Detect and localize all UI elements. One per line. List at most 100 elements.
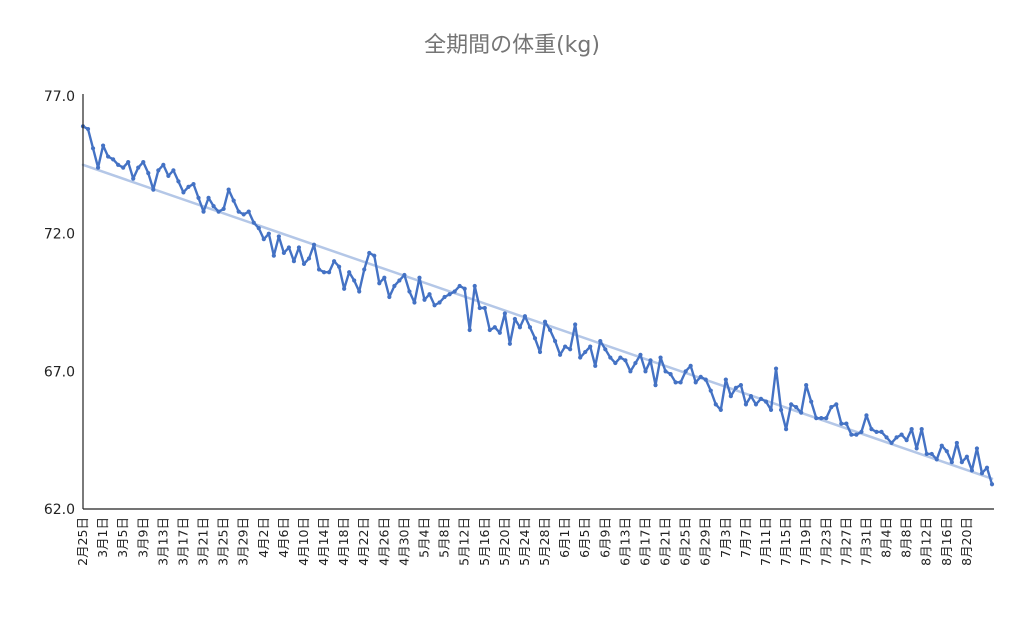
data-point	[753, 402, 759, 407]
data-point	[492, 325, 497, 330]
data-point	[914, 446, 919, 451]
data-point	[763, 399, 769, 404]
data-point	[121, 165, 126, 170]
data-point	[558, 352, 563, 357]
data-point	[126, 159, 131, 165]
data-point	[326, 270, 332, 275]
x-tick-label-37: 7月23日	[818, 517, 833, 566]
data-point	[502, 311, 507, 316]
data-point	[718, 407, 723, 412]
data-point	[563, 344, 568, 349]
data-point	[628, 369, 633, 374]
data-point	[352, 278, 357, 283]
x-tick-label-5: 3月17日	[175, 517, 190, 566]
data-point	[437, 300, 442, 305]
data-point	[452, 289, 457, 294]
x-tick-label-34: 7月11日	[758, 517, 773, 566]
data-point	[271, 253, 276, 258]
data-point	[547, 327, 553, 333]
data-point	[231, 198, 236, 203]
data-point	[839, 421, 844, 426]
data-point	[387, 294, 392, 300]
x-tick-label-2: 3月5日	[115, 517, 130, 558]
data-point	[407, 289, 412, 294]
data-point	[306, 256, 312, 261]
x-tick-label-13: 4月18日	[336, 517, 351, 566]
data-point	[603, 347, 608, 352]
data-point	[794, 405, 799, 410]
data-point	[673, 380, 678, 385]
x-tick-label-36: 7月19日	[798, 517, 813, 566]
data-point	[748, 394, 754, 399]
x-tick-label-9: 4月2日	[256, 517, 271, 558]
x-tick-label-18: 5月8日	[437, 517, 452, 558]
x-tick-label-42: 8月12日	[919, 517, 934, 566]
x-tick-label-44: 8月20日	[959, 517, 974, 566]
data-point	[146, 170, 151, 176]
data-point	[131, 176, 136, 181]
x-axis-tick-labels: 2月25日 3月1日 3月5日 3月9日 3月13日 3月17日 3月21日 3月25日 3月2…	[75, 517, 974, 566]
data-point	[447, 292, 452, 297]
data-point	[613, 360, 618, 366]
data-point	[864, 413, 869, 418]
y-tick-label-1: 67.0	[44, 364, 75, 380]
data-point	[984, 465, 990, 470]
data-point	[663, 369, 668, 374]
data-point	[904, 438, 909, 443]
data-point	[246, 209, 251, 214]
data-point	[527, 325, 533, 330]
data-point	[588, 344, 593, 349]
data-point	[382, 275, 387, 280]
data-point	[95, 165, 101, 170]
x-tick-label-43: 8月16日	[939, 517, 954, 566]
data-point	[578, 355, 583, 360]
data-point	[698, 374, 703, 379]
data-point	[256, 226, 261, 231]
data-point	[854, 432, 859, 437]
data-point	[979, 471, 985, 476]
x-tick-label-28: 6月17日	[637, 517, 652, 566]
data-point	[367, 250, 372, 256]
data-point	[859, 429, 864, 435]
y-axis-tick-labels: 62.0 67.0 72.0 77.0	[44, 89, 75, 518]
data-point	[552, 338, 558, 344]
data-point	[156, 168, 161, 173]
data-point	[497, 330, 502, 335]
data-point	[196, 195, 201, 200]
data-point	[111, 157, 116, 162]
data-point	[512, 316, 518, 322]
data-point	[929, 451, 934, 457]
data-point	[568, 347, 573, 352]
data-point	[166, 173, 171, 178]
data-point	[959, 460, 964, 465]
data-point	[804, 383, 809, 388]
data-point	[397, 278, 402, 283]
data-point	[462, 286, 467, 291]
data-point	[924, 451, 929, 457]
trendline	[81, 163, 994, 480]
data-point	[738, 383, 744, 388]
data-point	[467, 327, 472, 333]
data-point	[347, 270, 352, 275]
data-point	[969, 468, 975, 473]
data-point	[598, 338, 603, 344]
data-point	[311, 242, 317, 247]
x-tick-label-32: 7月3日	[718, 517, 733, 558]
data-point	[482, 305, 487, 311]
data-point	[939, 443, 944, 448]
data-point	[869, 427, 874, 432]
data-point	[216, 209, 221, 214]
data-point	[974, 446, 980, 451]
data-point	[291, 259, 297, 264]
x-tick-label-20: 5月16日	[477, 517, 492, 566]
y-tick-label-0: 62.0	[44, 502, 75, 518]
data-point	[899, 432, 904, 437]
data-point	[522, 314, 528, 319]
data-point	[693, 380, 698, 385]
data-point	[332, 259, 337, 264]
data-point	[768, 407, 774, 412]
x-tick-label-19: 5月12日	[457, 517, 472, 566]
x-tick-label-6: 3月21日	[196, 517, 211, 566]
x-tick-label-8: 3月29日	[236, 517, 251, 566]
